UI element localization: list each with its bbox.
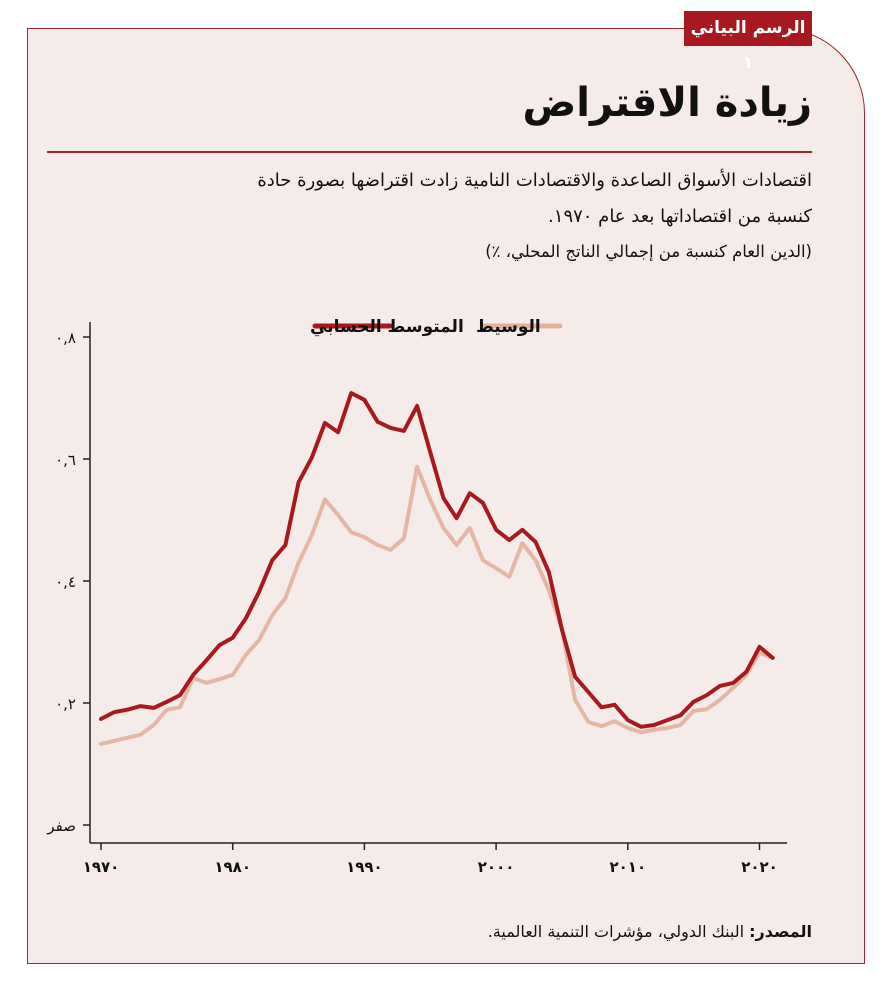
unit-note: (الدين العام كنسبة من إجمالي الناتج المح… xyxy=(485,242,812,261)
x-tick-label: ١٩٩٠ xyxy=(346,858,383,876)
x-tick-label: ٢٠١٠ xyxy=(609,858,646,876)
figure-badge: الرسم البياني ١ xyxy=(684,11,812,73)
legend-label-median: الوسيط xyxy=(476,317,541,337)
legend: الوسيط المتوسط الحسابي xyxy=(310,317,563,337)
subtitle-line-1: اقتصادات الأسواق الصاعدة والاقتصادات الن… xyxy=(257,170,812,191)
y-tick-label: ٠,٢ xyxy=(55,695,76,713)
y-tick-label: ٠,٨ xyxy=(55,329,76,347)
chart-frame xyxy=(27,28,865,964)
y-tick-label: صفر xyxy=(46,817,76,835)
source-label: المصدر: xyxy=(749,922,812,941)
x-tick-label: ٢٠٠٠ xyxy=(478,858,515,876)
title-divider xyxy=(47,151,812,153)
y-tick-label: ٠,٦ xyxy=(55,451,76,469)
line-chart: الوسيط المتوسط الحسابي صفر ٠,٢ ٠,٤ ٠,٦ ٠,٨ ١… xyxy=(46,317,787,876)
subtitle-line-2: كنسبة من اقتصاداتها بعد عام ١٩٧٠. xyxy=(548,206,812,227)
x-tick-label: ١٩٧٠ xyxy=(83,858,120,876)
series-line-median xyxy=(99,464,775,746)
legend-label-mean: المتوسط الحسابي xyxy=(310,317,464,337)
chart-title: زيادة الاقتراض xyxy=(522,80,812,126)
source-text: البنك الدولي، مؤشرات التنمية العالمية. xyxy=(487,922,750,941)
y-tick-label: ٠,٤ xyxy=(55,573,76,591)
series-line-mean xyxy=(99,391,775,729)
x-tick-label: ١٩٨٠ xyxy=(214,858,251,876)
x-tick-label: ٢٠٢٠ xyxy=(741,858,778,876)
source-note: المصدر: البنك الدولي، مؤشرات التنمية الع… xyxy=(488,922,812,941)
